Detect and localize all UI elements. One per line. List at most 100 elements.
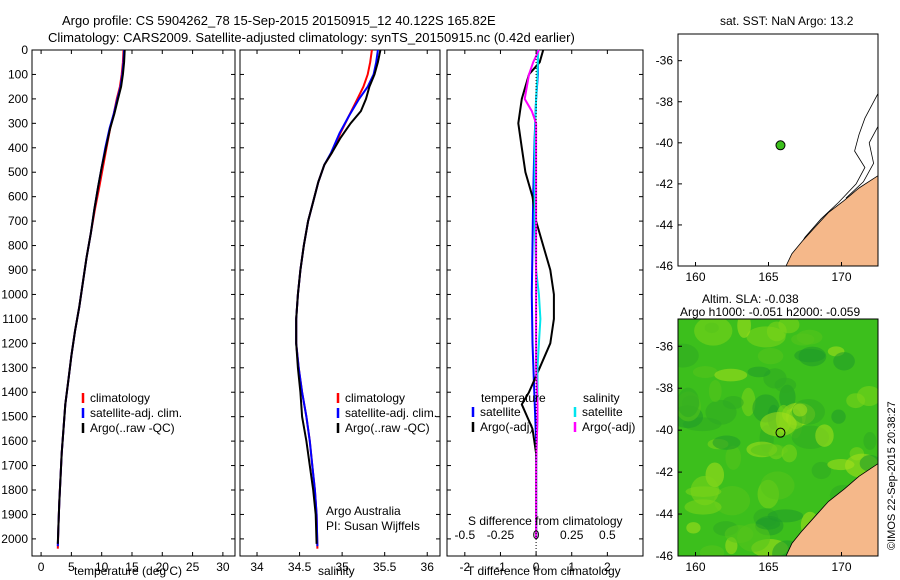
series-line-t-argo-adj- bbox=[517, 49, 555, 539]
depth-tick-label: 700 bbox=[8, 214, 28, 228]
difference-axis-label: T difference from climatology bbox=[467, 564, 621, 578]
depth-tick-label: 0 bbox=[21, 43, 28, 57]
depth-tick-label: 300 bbox=[8, 116, 28, 130]
sla-cell bbox=[747, 366, 771, 378]
sla-cell bbox=[722, 395, 744, 410]
x-tick-label: 34 bbox=[250, 560, 264, 574]
map-x-tick-label: 170 bbox=[831, 560, 851, 574]
map-panel-sla_map bbox=[677, 318, 879, 557]
depth-tick-label: 500 bbox=[8, 165, 28, 179]
figure-title-line2: Climatology: CARS2009. Satellite-adjuste… bbox=[48, 30, 575, 45]
sla-cell bbox=[792, 403, 808, 417]
depth-tick-label: 1100 bbox=[2, 312, 28, 326]
sla-cell bbox=[833, 352, 855, 371]
s-diff-tick-label: -0.5 bbox=[454, 528, 475, 542]
map-y-tick-label: -42 bbox=[656, 177, 674, 191]
map-y-tick-label: -40 bbox=[656, 423, 674, 437]
argo-location-marker bbox=[775, 427, 786, 438]
x-tick-label: 34.5 bbox=[288, 560, 312, 574]
land-mass bbox=[785, 175, 878, 266]
series-line-climatology bbox=[295, 49, 373, 549]
map-y-tick-label: -36 bbox=[656, 339, 674, 353]
s-diff-tick-label: 0 bbox=[533, 528, 540, 542]
argo-location-marker bbox=[775, 140, 786, 151]
x-tick-label: 0 bbox=[533, 560, 540, 574]
diff-t-legend-label: Argo(-adj) bbox=[480, 420, 533, 434]
panel-title-sst: sat. SST: NaN Argo: 13.2 bbox=[720, 14, 854, 28]
salinity-axis-label: salinity bbox=[318, 564, 355, 578]
depth-tick-label: 1500 bbox=[1, 410, 28, 424]
sla-cell bbox=[827, 459, 855, 471]
sla-cell bbox=[774, 377, 797, 393]
sla-cell bbox=[714, 368, 748, 382]
depth-tick-label: 1700 bbox=[1, 459, 28, 473]
map-y-tick-label: -46 bbox=[656, 259, 674, 273]
plot-frame-salinity bbox=[239, 49, 441, 557]
s-diff-tick-label: 0.5 bbox=[599, 528, 616, 542]
sla-cell bbox=[678, 387, 700, 418]
map-y-tick-label: -40 bbox=[656, 136, 674, 150]
figure-title-line1: Argo profile: CS 5904262_78 15-Sep-2015 … bbox=[62, 13, 496, 28]
depth-tick-label: 100 bbox=[8, 67, 28, 81]
panel-title-sla: Altim. SLA: -0.038 bbox=[702, 292, 799, 306]
sal-legend-label: climatology bbox=[345, 391, 405, 405]
depth-tick-label: 1000 bbox=[1, 287, 28, 301]
sla-cell bbox=[755, 517, 781, 530]
sla-cell bbox=[686, 522, 701, 534]
plot-frame-temperature bbox=[31, 49, 236, 557]
x-tick-label: 5 bbox=[68, 560, 75, 574]
depth-tick-label: 800 bbox=[8, 239, 28, 253]
sla-cell bbox=[712, 435, 741, 450]
sla-cell bbox=[699, 545, 725, 556]
sla-cell bbox=[678, 343, 699, 368]
temp-legend-label: climatology bbox=[90, 391, 150, 405]
sla-cell bbox=[831, 409, 846, 424]
x-tick-label: 20 bbox=[156, 560, 170, 574]
diff-legend-title: salinity bbox=[583, 391, 620, 405]
series-line-argo-raw-qc- bbox=[56, 49, 126, 544]
s-diff-tick-label: -0.25 bbox=[487, 528, 515, 542]
depth-tick-label: 2000 bbox=[1, 532, 28, 546]
x-tick-label: 25 bbox=[186, 560, 200, 574]
sla-cell bbox=[704, 322, 719, 334]
sla-cell bbox=[737, 319, 751, 338]
sla-cell bbox=[750, 444, 788, 457]
depth-tick-label: 200 bbox=[8, 92, 28, 106]
x-tick-label: 1 bbox=[568, 560, 575, 574]
map-y-tick-label: -44 bbox=[656, 507, 674, 521]
depth-tick-label: 1600 bbox=[1, 434, 28, 448]
sla-cell bbox=[737, 523, 771, 552]
diff-s-legend-label: satellite bbox=[582, 405, 623, 419]
series-line-argo-raw-qc- bbox=[295, 49, 382, 544]
sst-contour bbox=[845, 126, 878, 199]
series-line-climatology bbox=[56, 49, 125, 549]
map-x-tick-label: 165 bbox=[758, 560, 778, 574]
sla-cell bbox=[741, 387, 756, 417]
sla-cell bbox=[757, 348, 784, 365]
x-tick-label: -1 bbox=[495, 560, 506, 574]
sla-cell bbox=[794, 348, 826, 363]
map-y-tick-label: -44 bbox=[656, 218, 674, 232]
sla-cell bbox=[690, 475, 720, 506]
temp-legend-label: satellite-adj. clim. bbox=[90, 406, 182, 420]
sla-cell bbox=[767, 509, 804, 523]
map-y-tick-label: -42 bbox=[656, 465, 674, 479]
x-tick-label: 36 bbox=[421, 560, 435, 574]
panel-subtitle-sla: Argo h1000: -0.051 h2000: -0.059 bbox=[680, 305, 861, 319]
sal-legend-label: Argo(..raw -QC) bbox=[345, 421, 430, 435]
map-x-tick-label: 160 bbox=[686, 270, 706, 284]
sla-cell bbox=[811, 461, 832, 480]
series-line-satellite-adj-clim- bbox=[56, 49, 126, 547]
series-line-satellite-adj-clim- bbox=[295, 49, 379, 547]
sla-cell bbox=[746, 326, 786, 348]
map-y-tick-label: -46 bbox=[656, 549, 674, 563]
temperature-axis-label: temperature (deg C) bbox=[74, 564, 183, 578]
s-difference-label: S difference from climatology bbox=[468, 514, 623, 528]
credit-text: Argo Australia bbox=[326, 504, 401, 518]
sla-cell bbox=[815, 424, 834, 447]
x-tick-label: 10 bbox=[95, 560, 109, 574]
map-x-tick-label: 160 bbox=[686, 560, 706, 574]
sla-cell bbox=[846, 393, 866, 409]
x-tick-label: 15 bbox=[125, 560, 139, 574]
